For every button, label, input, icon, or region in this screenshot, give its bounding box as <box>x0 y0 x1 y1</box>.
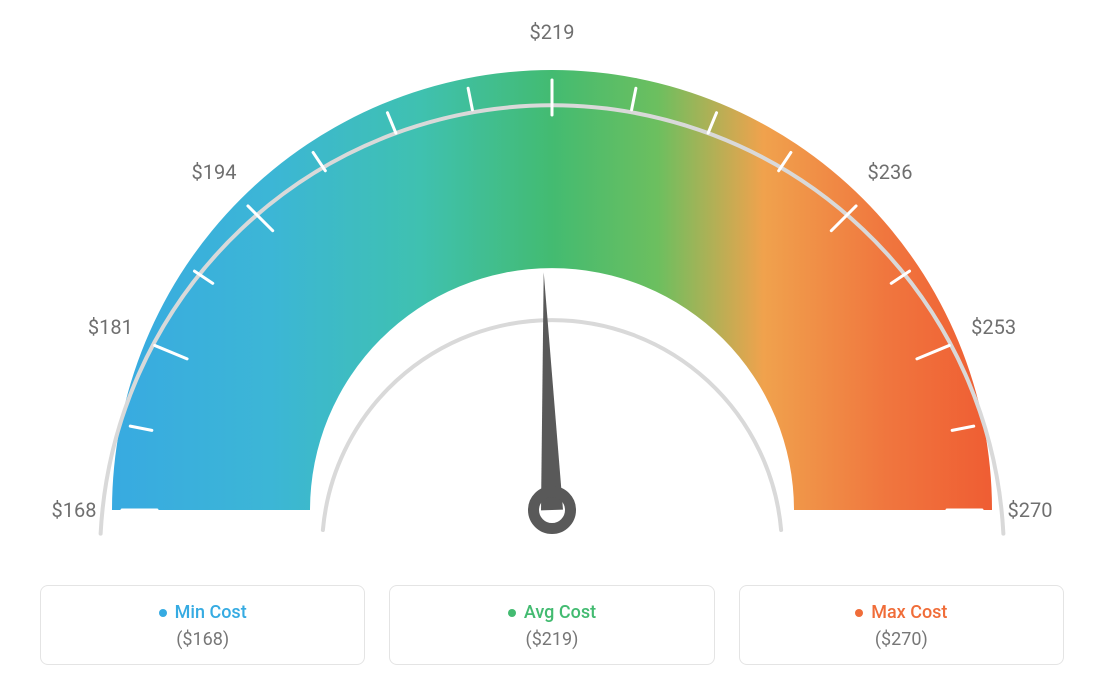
legend-dot-avg <box>508 609 516 617</box>
legend-row: Min Cost ($168) Avg Cost ($219) Max Cost… <box>40 585 1064 665</box>
legend-value-avg: ($219) <box>526 629 579 650</box>
legend-value-min: ($168) <box>176 629 229 650</box>
tick-label: $253 <box>971 315 1016 339</box>
legend-card-avg: Avg Cost ($219) <box>389 585 714 665</box>
gauge-svg <box>0 0 1104 560</box>
legend-value-max: ($270) <box>875 629 928 650</box>
legend-card-max: Max Cost ($270) <box>739 585 1064 665</box>
tick-label: $270 <box>1008 498 1053 522</box>
legend-dot-max <box>855 609 863 617</box>
tick-label: $219 <box>530 20 575 44</box>
legend-label-row: Max Cost <box>855 602 947 623</box>
legend-label-avg: Avg Cost <box>524 602 596 623</box>
legend-label-row: Avg Cost <box>508 602 596 623</box>
legend-label-min: Min Cost <box>175 602 247 623</box>
legend-label-max: Max Cost <box>871 602 947 623</box>
gauge-area: $168 $181 $194 $219 $236 $253 $270 <box>0 0 1104 560</box>
tick-label: $181 <box>88 315 133 339</box>
cost-gauge-chart: $168 $181 $194 $219 $236 $253 $270 Min Cost ($… <box>0 0 1104 690</box>
tick-label: $236 <box>868 160 913 184</box>
legend-card-min: Min Cost ($168) <box>40 585 365 665</box>
tick-label: $168 <box>52 498 97 522</box>
tick-label: $194 <box>192 160 237 184</box>
legend-dot-min <box>159 609 167 617</box>
legend-label-row: Min Cost <box>159 602 247 623</box>
